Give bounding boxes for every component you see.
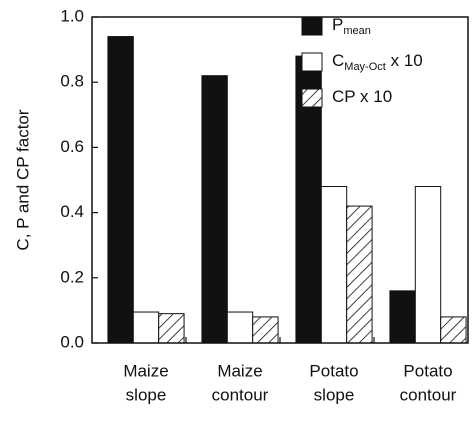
bar [346, 205, 373, 344]
legend-subscript: May-Oct [344, 61, 386, 73]
legend-swatch [301, 16, 323, 36]
bar [107, 36, 134, 344]
legend-suffix: x 10 [386, 51, 423, 70]
bar [414, 186, 442, 344]
bar [132, 311, 160, 344]
bar [320, 186, 348, 344]
legend-subscript: mean [343, 25, 371, 37]
legend-name: CP x 10 [332, 87, 392, 106]
y-tick-label: 0.2 [60, 267, 84, 286]
y-tick-label: 0.6 [60, 137, 84, 156]
y-tick-label: 0.8 [60, 72, 84, 91]
x-tick-label: contour [400, 385, 457, 404]
x-tick-label: slope [314, 385, 355, 404]
bar [201, 75, 228, 344]
legend-swatch [301, 88, 323, 108]
x-tick-label: slope [126, 385, 167, 404]
y-tick-label: 0.4 [60, 202, 84, 221]
y-axis-label: C, P and CP factor [13, 109, 32, 250]
x-tick-label: contour [212, 385, 269, 404]
legend-swatch [301, 52, 323, 72]
x-tick-label: Potato [403, 361, 452, 380]
bar [252, 316, 279, 344]
legend-label: CMay-Oct x 10 [332, 51, 423, 72]
x-tick-label: Maize [123, 361, 168, 380]
x-tick-label: Maize [217, 361, 262, 380]
legend-label: Pmean [332, 15, 371, 36]
bar [440, 316, 467, 344]
y-tick-label: 0.0 [60, 332, 84, 351]
bar [389, 290, 416, 344]
legend-label: CP x 10 [332, 87, 392, 106]
plot-frame [91, 16, 469, 344]
legend-name: P [332, 15, 343, 34]
legend-name: C [332, 51, 344, 70]
bar [226, 311, 254, 344]
bar [158, 313, 185, 344]
y-tick-label: 1.0 [60, 6, 84, 25]
x-tick-label: Potato [309, 361, 358, 380]
